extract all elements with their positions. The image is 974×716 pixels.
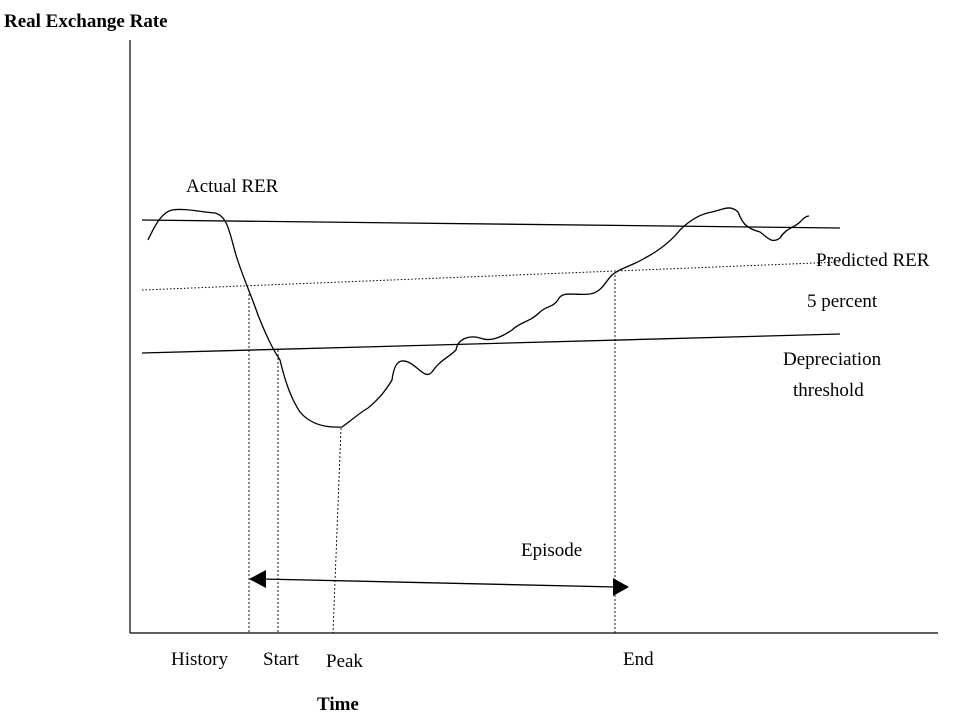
marker-lines: [248, 275, 616, 634]
arrow-head-left: [249, 570, 266, 588]
predicted-label: Predicted RER: [816, 250, 930, 271]
band-label: 5 percent: [807, 291, 878, 312]
actual-rer-curve: [147, 207, 810, 428]
threshold-line: [141, 333, 841, 354]
marker-label: History: [171, 649, 229, 670]
marker-label: Peak: [326, 651, 363, 672]
episode-label: Episode: [521, 540, 582, 561]
predicted-line: [141, 261, 841, 291]
threshold-label: Depreciation: [783, 349, 882, 370]
peak-line: [332, 427, 342, 634]
actual-label: Actual RER: [186, 176, 279, 197]
x-axis-label: Time: [317, 694, 359, 715]
episode-arrow: [261, 578, 617, 588]
upper-line: [141, 219, 841, 229]
threshold-label: threshold: [793, 380, 864, 401]
arrow-head-right: [613, 578, 629, 596]
marker-label: End: [623, 649, 654, 670]
y-axis-label: Real Exchange Rate: [4, 11, 168, 32]
marker-label: Start: [263, 649, 300, 670]
